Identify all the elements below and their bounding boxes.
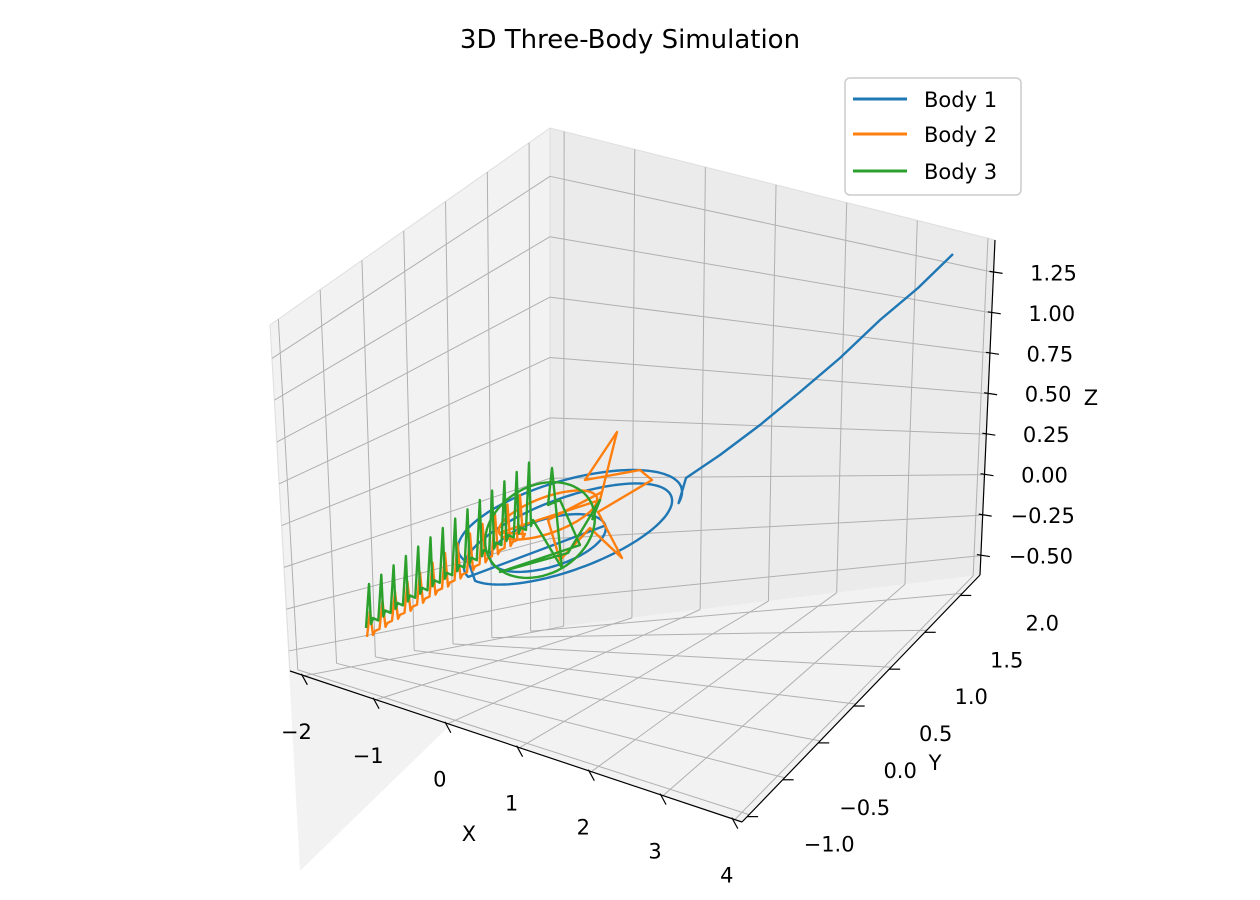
y-gridline-side: [403, 230, 415, 651]
x-gridline-floor: [734, 575, 974, 820]
z-tick-label: −0.25: [1011, 504, 1075, 528]
z-gridline-back: [549, 296, 990, 354]
y-gridline-floor: [336, 662, 785, 779]
z-gridline-back: [549, 555, 981, 600]
z-axis-line: [979, 239, 996, 576]
x-gridline-back: [767, 184, 777, 602]
y-gridline-side: [528, 142, 532, 632]
y-gridline-side: [319, 289, 338, 664]
z-tick-label: 0.75: [1027, 342, 1074, 366]
z-gridline-back: [549, 356, 989, 395]
y-tick-label: −1.0: [804, 833, 855, 857]
x-gridline-floor: [591, 592, 837, 773]
z-gridline-side: [276, 296, 551, 443]
x-tick-label: 2: [577, 816, 590, 840]
z-tick-mark: [978, 513, 992, 517]
y-tick-label: 2.0: [1026, 611, 1059, 635]
x-tick-label: 4: [720, 864, 733, 888]
x-gridline-floor: [662, 583, 906, 797]
z-gridline-side: [288, 598, 551, 652]
z-gridline-back: [549, 474, 985, 479]
x-tick-label: −1: [353, 744, 384, 768]
series-line-body-3: [364, 461, 602, 629]
x-gridline-floor: [519, 600, 769, 749]
y-axis-label: Y: [928, 751, 942, 775]
y-tick-label: 0.5: [919, 722, 952, 746]
axes: −2 −1 0 1 2 3 4 −1.0 −0.5 0.00.51.01.52.0 −0.50 −0.…: [281, 239, 1077, 888]
chart-title: 3D Three-Body Simulation: [460, 25, 800, 55]
z-tick-label: 1.25: [1030, 261, 1077, 285]
series-line-body-2: [365, 430, 654, 638]
y-tick-label: −0.5: [839, 796, 890, 820]
y-gridline-side: [361, 260, 376, 657]
x-axis-line: [289, 670, 743, 823]
z-gridline-side: [278, 357, 551, 485]
z-gridline-back: [549, 175, 994, 273]
x-gridline-floor: [375, 617, 633, 701]
x-gridline-back: [972, 238, 989, 576]
z-gridline-back: [549, 236, 992, 314]
z-tick-label: 1.00: [1028, 302, 1075, 326]
z-tick-mark: [982, 432, 996, 436]
y-tick-label: 1.5: [990, 648, 1023, 672]
x-tick-label: 0: [433, 768, 446, 792]
y-gridline-side: [277, 319, 299, 670]
x-tick-label: −2: [281, 720, 312, 744]
legend-box: [844, 77, 1022, 196]
z-tick-label: 0.00: [1021, 464, 1068, 488]
z-axis-label: Z: [1084, 386, 1098, 410]
z-tick-label: −0.50: [1009, 545, 1073, 569]
x-gridline-floor: [447, 609, 701, 725]
z-tick-label: 0.50: [1025, 383, 1072, 407]
y-gridline-floor: [375, 656, 821, 742]
y-gridline-floor: [452, 643, 892, 668]
z-gridline-side: [274, 236, 551, 401]
z-tick-mark: [989, 270, 1003, 274]
z-tick-mark: [987, 311, 1001, 315]
x-tick-label: 1: [505, 792, 518, 816]
y-tick-label: 0.0: [883, 759, 916, 783]
x-gridline-back: [836, 202, 848, 593]
z-tick-mark: [980, 473, 994, 477]
legend: Body 1 Body 2 Body 3: [844, 77, 1022, 196]
legend-label-body-1: Body 1: [924, 88, 997, 112]
x-tick-label: 3: [648, 840, 661, 864]
legend-label-body-3: Body 3: [924, 160, 997, 184]
y-tick-label: 1.0: [954, 685, 987, 709]
y-gridline-floor: [297, 669, 750, 816]
x-axis-label: X: [462, 822, 476, 846]
z-gridline-back: [549, 417, 987, 435]
floor-pane: [290, 575, 980, 822]
z-gridline-side: [271, 175, 551, 359]
y-gridline-floor: [530, 592, 963, 632]
y-gridline-floor: [491, 629, 927, 639]
grid-lines: [271, 131, 994, 820]
series-lines: [364, 253, 954, 638]
z-gridline-back: [549, 514, 983, 540]
z-gridline-side: [281, 417, 551, 527]
y-axis-line: [741, 574, 981, 823]
legend-label-body-2: Body 2: [924, 123, 997, 147]
y-gridline-floor: [414, 649, 856, 705]
z-tick-mark: [976, 553, 990, 558]
z-tick-mark: [984, 392, 998, 396]
x-gridline-back: [904, 220, 918, 585]
x-gridline-back: [631, 149, 636, 618]
z-tick-mark: [985, 351, 1000, 355]
z-tick-label: 0.25: [1023, 423, 1070, 447]
x-gridline-floor: [304, 625, 564, 677]
x-gridline-back: [699, 167, 706, 610]
